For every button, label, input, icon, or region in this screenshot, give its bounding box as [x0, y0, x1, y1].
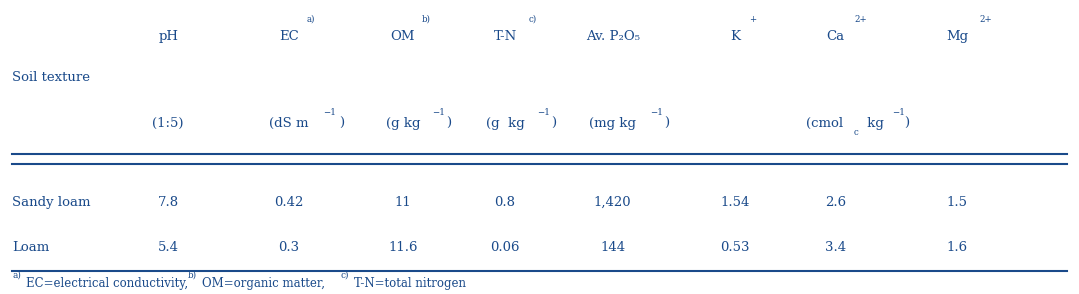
Text: Loam: Loam [12, 241, 50, 254]
Text: ): ) [339, 117, 344, 130]
Text: EC=electrical conductivity,: EC=electrical conductivity, [26, 277, 188, 290]
Text: 0.3: 0.3 [278, 241, 299, 254]
Text: ): ) [665, 117, 669, 130]
Text: Av. P₂O₅: Av. P₂O₅ [586, 30, 640, 43]
Text: −1: −1 [651, 108, 664, 116]
Text: c: c [853, 128, 859, 137]
Text: c): c) [529, 15, 537, 24]
Text: 2+: 2+ [855, 15, 868, 24]
Text: 1.54: 1.54 [721, 196, 750, 209]
Text: (cmol: (cmol [806, 117, 844, 130]
Text: 0.42: 0.42 [274, 196, 303, 209]
Text: 11.6: 11.6 [388, 241, 418, 254]
Text: a): a) [308, 15, 315, 24]
Text: +: + [749, 15, 756, 24]
Text: OM: OM [391, 30, 415, 43]
Text: 3.4: 3.4 [825, 241, 846, 254]
Text: c): c) [340, 271, 349, 280]
Text: a): a) [12, 271, 21, 280]
Text: (g kg: (g kg [385, 117, 420, 130]
Text: Mg: Mg [946, 30, 968, 43]
Text: −1: −1 [537, 108, 550, 116]
Text: T-N: T-N [493, 30, 517, 43]
Text: 0.53: 0.53 [721, 241, 750, 254]
Text: T-N=total nitrogen: T-N=total nitrogen [354, 277, 466, 290]
Text: 2.6: 2.6 [825, 196, 846, 209]
Text: 0.06: 0.06 [490, 241, 520, 254]
Text: K: K [730, 30, 740, 43]
Text: pH: pH [159, 30, 178, 43]
Text: ): ) [904, 117, 910, 130]
Text: −1: −1 [892, 108, 905, 116]
Text: (mg kg: (mg kg [589, 117, 637, 130]
Text: 7.8: 7.8 [158, 196, 179, 209]
Text: −1: −1 [324, 108, 336, 116]
Text: (1:5): (1:5) [152, 117, 183, 130]
Text: 0.8: 0.8 [494, 196, 516, 209]
Text: OM=organic matter,: OM=organic matter, [202, 277, 325, 290]
Text: Ca: Ca [827, 30, 845, 43]
Text: ): ) [446, 117, 451, 130]
Text: (dS m: (dS m [269, 117, 309, 130]
Text: 5.4: 5.4 [158, 241, 179, 254]
Text: 11: 11 [395, 196, 411, 209]
Text: EC: EC [278, 30, 299, 43]
Text: Sandy loam: Sandy loam [12, 196, 91, 209]
Text: 2+: 2+ [980, 15, 993, 24]
Text: b): b) [188, 271, 196, 280]
Text: b): b) [422, 15, 432, 24]
Text: ): ) [551, 117, 557, 130]
Text: −1: −1 [432, 108, 445, 116]
Text: (g  kg: (g kg [486, 117, 524, 130]
Text: kg: kg [863, 117, 885, 130]
Text: 1.6: 1.6 [946, 241, 968, 254]
Text: 1.5: 1.5 [946, 196, 968, 209]
Text: Soil texture: Soil texture [12, 71, 91, 83]
Text: 1,420: 1,420 [593, 196, 631, 209]
Text: 144: 144 [600, 241, 625, 254]
